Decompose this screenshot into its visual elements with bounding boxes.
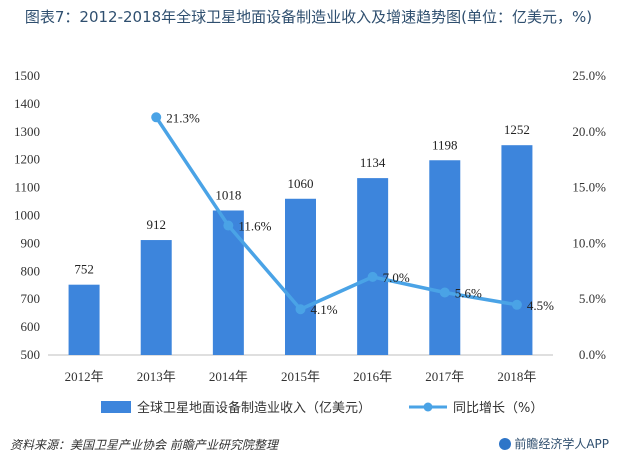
axes: 500 600 700 800 900 1000 1100 1200 1300 1400 1500 0… — [14, 68, 606, 384]
y-right-tick-label: 15.0% — [572, 180, 606, 195]
bar-value-label: 1198 — [432, 137, 458, 152]
x-tick-label: 2018年 — [497, 369, 536, 384]
bar-value-label: 1060 — [288, 176, 314, 191]
bar — [212, 210, 244, 355]
y-right-tick-label: 10.0% — [572, 235, 606, 250]
legend-line-label: 同比增长（%） — [453, 401, 543, 416]
growth-point — [223, 220, 234, 231]
growth-value-label: 7.0% — [383, 270, 410, 285]
growth-value-label: 4.1% — [311, 302, 338, 317]
growth-point — [295, 304, 306, 315]
y-left-tick-label: 700 — [21, 291, 41, 306]
y-left-tick-label: 1400 — [14, 96, 40, 111]
brand-mark: 前瞻经济学人APP — [499, 435, 609, 452]
bar — [501, 145, 533, 355]
bar-value-label: 912 — [146, 217, 166, 232]
growth-point — [511, 299, 522, 310]
y-left-tick-label: 900 — [21, 235, 41, 250]
bar — [140, 240, 172, 355]
growth-value-label: 4.5% — [527, 298, 554, 313]
y-right-tick-label: 0.0% — [579, 347, 606, 362]
y-left-tick-label: 800 — [21, 263, 41, 278]
y-left-tick-label: 1000 — [14, 208, 40, 223]
growth-point — [151, 112, 162, 123]
y-right-tick-label: 5.0% — [579, 291, 606, 306]
legend-bar-swatch — [101, 401, 131, 413]
growth-line-path — [154, 116, 518, 311]
y-left-tick-label: 500 — [21, 347, 41, 362]
x-tick-label: 2015年 — [281, 369, 320, 384]
growth-point — [439, 287, 450, 298]
bar — [285, 198, 316, 355]
legend: 全球卫星地面设备制造业收入（亿美元） 同比增长（%） — [101, 400, 543, 416]
growth-value-label: 5.6% — [455, 286, 482, 301]
x-tick-label: 2012年 — [65, 369, 104, 384]
y-right-tick-label: 20.0% — [572, 124, 606, 139]
data-labels: 752 912 1018 1060 1134 1198 1252 21.3% 11.6% 4.1%… — [74, 110, 554, 317]
y-left-tick-label: 1500 — [14, 68, 40, 83]
y-left-tick-label: 600 — [21, 319, 41, 334]
x-tick-label: 2016年 — [353, 369, 392, 384]
growth-point — [367, 271, 378, 282]
growth-line — [151, 112, 522, 315]
bar — [357, 178, 389, 355]
y-left-tick-label: 1200 — [14, 152, 40, 167]
brand-label: 前瞻经济学人APP — [514, 437, 609, 451]
bar-value-label: 1134 — [360, 155, 386, 170]
y-right-tick-label: 25.0% — [572, 68, 606, 83]
growth-value-label: 21.3% — [166, 110, 200, 125]
x-tick-label: 2017年 — [425, 369, 464, 384]
bar — [429, 160, 461, 355]
bar-value-label: 752 — [74, 262, 94, 277]
bar — [68, 284, 100, 355]
growth-value-label: 11.6% — [238, 219, 271, 234]
source-note: 资料来源：美国卫星产业协会 前瞻产业研究院整理 — [10, 438, 278, 452]
brand-logo-icon — [499, 438, 512, 450]
bar-value-label: 1252 — [504, 122, 530, 137]
chart-title: 图表7：2012-2018年全球卫星地面设备制造业收入及增速趋势图(单位：亿美元… — [24, 8, 593, 26]
legend-line-marker — [423, 402, 433, 412]
bar-value-label: 1018 — [215, 187, 241, 202]
legend-bar-label: 全球卫星地面设备制造业收入（亿美元） — [137, 400, 371, 416]
x-tick-label: 2014年 — [209, 369, 248, 384]
y-left-tick-label: 1100 — [14, 180, 40, 195]
y-left-tick-label: 1300 — [14, 124, 40, 139]
bars — [68, 145, 533, 355]
x-tick-label: 2013年 — [137, 369, 176, 384]
